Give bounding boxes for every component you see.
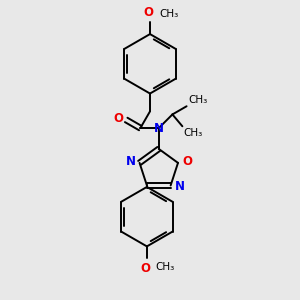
- Text: CH₃: CH₃: [160, 9, 179, 19]
- Text: N: N: [125, 155, 135, 168]
- Text: O: O: [143, 6, 154, 19]
- Text: O: O: [182, 154, 192, 168]
- Text: O: O: [114, 112, 124, 125]
- Text: O: O: [140, 262, 150, 275]
- Text: CH₃: CH₃: [184, 128, 203, 138]
- Text: CH₃: CH₃: [188, 95, 207, 105]
- Text: N: N: [175, 180, 185, 193]
- Text: CH₃: CH₃: [156, 262, 175, 272]
- Text: N: N: [154, 122, 164, 135]
